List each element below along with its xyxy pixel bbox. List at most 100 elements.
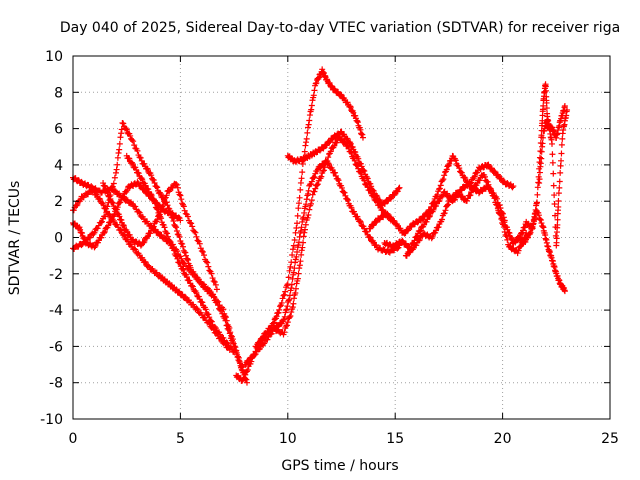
data-point: [111, 187, 118, 194]
data-point: [543, 99, 550, 106]
data-point: [437, 182, 444, 189]
data-point: [203, 258, 210, 265]
data-point: [151, 180, 158, 187]
data-point: [481, 173, 488, 180]
data-point: [201, 281, 208, 288]
series-sat-j: [284, 128, 403, 209]
data-point: [303, 135, 310, 142]
data-point: [289, 275, 296, 282]
data-point: [150, 223, 157, 230]
y-tick-label: -4: [49, 303, 63, 319]
data-point: [231, 349, 238, 356]
data-point: [342, 192, 349, 199]
data-point: [391, 218, 398, 225]
data-point: [288, 281, 295, 288]
data-point: [197, 245, 204, 252]
data-point: [550, 182, 557, 189]
data-point: [174, 184, 181, 191]
data-point: [426, 213, 433, 220]
data-point: [295, 200, 302, 207]
data-point: [488, 189, 495, 196]
data-point: [183, 273, 190, 280]
data-point: [314, 182, 321, 189]
data-point: [147, 191, 154, 198]
data-point: [295, 242, 302, 249]
data-point: [530, 220, 537, 227]
data-point: [105, 210, 112, 217]
data-point: [114, 161, 121, 168]
data-point: [277, 303, 284, 310]
data-point: [549, 159, 556, 166]
data-point: [123, 126, 130, 133]
data-point: [561, 288, 568, 295]
data-point: [527, 229, 534, 236]
x-tick-label: 25: [601, 431, 619, 447]
data-point: [298, 175, 305, 182]
data-point: [301, 229, 308, 236]
data-point: [504, 226, 511, 233]
data-point: [163, 229, 170, 236]
data-point: [555, 197, 562, 204]
data-point: [344, 196, 351, 203]
data-point: [469, 187, 476, 194]
data-point: [461, 174, 468, 181]
data-point: [211, 294, 218, 301]
data-point: [531, 216, 538, 223]
data-point: [119, 194, 126, 201]
data-point: [190, 301, 197, 308]
data-point: [301, 148, 308, 155]
data-point: [321, 164, 328, 171]
data-point: [185, 265, 192, 272]
data-point: [229, 336, 236, 343]
data-point: [292, 285, 299, 292]
data-point: [445, 201, 452, 208]
data-point: [538, 155, 545, 162]
data-point: [151, 197, 158, 204]
data-point: [497, 211, 504, 218]
data-point: [228, 345, 235, 352]
data-point: [120, 120, 127, 127]
data-point: [206, 314, 213, 321]
data-point: [309, 97, 316, 104]
data-point: [535, 212, 542, 219]
data-point: [296, 194, 303, 201]
data-point: [347, 104, 354, 111]
data-point: [286, 267, 293, 274]
data-point: [278, 299, 285, 306]
data-point: [134, 179, 141, 186]
data-point: [195, 293, 202, 300]
data-point: [161, 224, 168, 231]
data-point: [304, 192, 311, 199]
data-point: [279, 295, 286, 302]
data-point: [138, 157, 145, 164]
data-point: [217, 331, 224, 338]
data-point: [495, 207, 502, 214]
y-tick-label: -8: [49, 376, 63, 392]
data-point: [314, 181, 321, 188]
data-point: [312, 185, 319, 192]
data-point: [335, 177, 342, 184]
data-point: [440, 176, 447, 183]
data-point: [344, 197, 351, 204]
x-tick-label: 20: [494, 431, 512, 447]
data-point: [281, 329, 288, 336]
data-point: [536, 154, 543, 161]
data-point: [540, 102, 547, 109]
data-point: [526, 231, 533, 238]
data-point: [300, 214, 307, 221]
data-point: [366, 233, 373, 240]
data-point: [176, 191, 183, 198]
data-point: [281, 291, 288, 298]
data-point: [180, 266, 187, 273]
data-point: [283, 322, 290, 329]
data-point: [551, 200, 558, 207]
data-point: [117, 134, 124, 141]
data-point: [291, 237, 298, 244]
data-point: [176, 260, 183, 267]
data-point: [358, 130, 365, 137]
data-point: [193, 305, 200, 312]
data-point: [199, 299, 206, 306]
data-point: [109, 199, 116, 206]
data-point: [331, 142, 338, 149]
data-point: [178, 196, 185, 203]
